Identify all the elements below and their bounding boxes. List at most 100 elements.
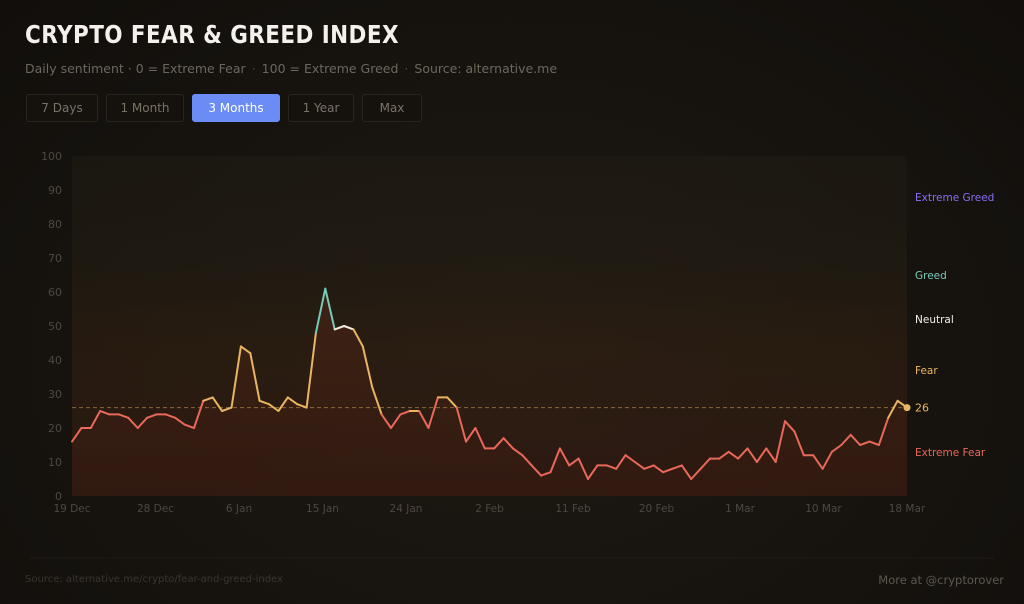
- zone-label: Extreme Fear: [915, 447, 986, 459]
- line-segment: [258, 399, 270, 406]
- tab-3-months[interactable]: 3 Months: [192, 94, 280, 122]
- footer-source[interactable]: Source: alternative.me/crypto/fear-and-g…: [25, 574, 283, 585]
- line-segment: [446, 396, 458, 409]
- line-segment: [662, 467, 674, 474]
- x-tick-label: 20 Feb: [639, 503, 675, 515]
- line-segment: [136, 416, 149, 429]
- series-line: [71, 287, 908, 480]
- line-segment: [249, 352, 261, 402]
- line-segment: [755, 447, 768, 463]
- x-tick-label: 24 Jan: [390, 503, 423, 515]
- tab-1-month[interactable]: 1 Month: [106, 94, 184, 122]
- line-segment: [774, 420, 786, 463]
- zone-label: Extreme Greed: [915, 192, 994, 204]
- x-tick-label: 2 Feb: [475, 503, 504, 515]
- line-segment: [624, 454, 636, 463]
- line-segment: [615, 454, 627, 470]
- line-segment: [390, 413, 402, 429]
- subtitle-separator: ·: [251, 61, 256, 76]
- y-tick-label: 10: [48, 456, 62, 469]
- line-segment: [849, 433, 862, 446]
- line-segment: [549, 447, 561, 474]
- line-segment: [521, 454, 533, 467]
- line-segment: [587, 464, 599, 480]
- line-segment: [699, 457, 711, 470]
- line-segment: [840, 433, 852, 446]
- line-segment: [99, 410, 111, 416]
- zone-label: Fear: [915, 365, 938, 377]
- subtitle: Daily sentiment · 0 = Extreme Fear · 100 =…: [25, 61, 557, 76]
- line-segment: [380, 413, 392, 429]
- line-segment: [793, 430, 805, 457]
- x-tick-label: 28 Dec: [137, 503, 174, 515]
- page-title: CRYPTO FEAR & GREED INDEX: [25, 20, 399, 49]
- x-axis: 19 Dec 28 Dec 6 Jan 15 Jan 24 Jan 2 Feb 11 Feb…: [53, 503, 925, 515]
- line-segment: [474, 427, 486, 450]
- line-segment: [680, 464, 693, 480]
- line-segment: [146, 413, 158, 419]
- x-tick-label: 1 Mar: [725, 503, 756, 515]
- line-segment: [117, 413, 130, 419]
- tab-1-year[interactable]: 1 Year: [288, 94, 354, 122]
- x-tick-label: 18 Mar: [889, 503, 926, 515]
- line-segment: [540, 471, 552, 477]
- line-segment: [765, 447, 777, 463]
- line-segment: [493, 437, 505, 450]
- line-segment: [352, 328, 364, 348]
- line-segment: [211, 396, 224, 412]
- x-tick-label: 15 Jan: [306, 503, 339, 515]
- zone-label: Neutral: [915, 314, 954, 326]
- line-segment: [202, 396, 214, 402]
- line-segment: [314, 287, 327, 334]
- zone-labels: Extreme Greed Greed Neutral Fear Extreme Fea…: [915, 192, 994, 459]
- line-segment: [427, 396, 439, 429]
- current-value-label: 26: [915, 402, 929, 415]
- line-segment: [277, 396, 289, 412]
- line-segment: [530, 464, 543, 477]
- line-segment: [455, 406, 467, 443]
- line-segment: [502, 437, 514, 450]
- line-segment: [305, 331, 317, 409]
- line-segment: [193, 399, 205, 429]
- line-segment: [727, 450, 740, 460]
- line-segment: [859, 440, 871, 446]
- x-tick-label: 11 Feb: [555, 503, 591, 515]
- line-segment: [558, 447, 571, 467]
- tab-max[interactable]: Max: [362, 94, 422, 122]
- y-tick-label: 20: [48, 422, 62, 435]
- line-segment: [221, 406, 233, 412]
- line-segment: [127, 416, 139, 429]
- line-segment: [577, 457, 589, 480]
- x-tick-label: 6 Jan: [226, 503, 252, 515]
- line-segment: [418, 410, 430, 429]
- line-segment: [690, 467, 702, 480]
- footer-credit[interactable]: More at @cryptorover: [878, 573, 1004, 587]
- line-segment: [512, 447, 524, 457]
- line-segment: [333, 325, 346, 331]
- line-segment: [399, 410, 411, 416]
- line-segment: [784, 420, 796, 433]
- line-segment: [605, 464, 618, 470]
- line-segment: [821, 450, 833, 470]
- x-tick-label: 19 Dec: [53, 503, 90, 515]
- line-segment: [324, 287, 336, 331]
- y-tick-label: 60: [48, 286, 62, 299]
- line-segment: [830, 444, 843, 453]
- subtitle-source-text: Source: alternative.me: [414, 61, 558, 76]
- y-tick-label: 90: [48, 184, 62, 197]
- line-segment: [868, 440, 880, 446]
- tab-7-days[interactable]: 7 Days: [26, 94, 98, 122]
- line-segment: [361, 345, 374, 389]
- line-segment: [286, 396, 299, 406]
- subtitle-separator: ·: [404, 61, 409, 76]
- subtitle-scale-text: Daily sentiment · 0 = Extreme Fear: [25, 61, 246, 76]
- x-tick-label: 10 Mar: [805, 503, 842, 515]
- line-segment: [230, 345, 242, 409]
- line-segment: [877, 416, 890, 446]
- line-segment: [164, 413, 177, 419]
- y-tick-label: 100: [41, 150, 62, 163]
- series-area: [72, 288, 907, 496]
- line-segment: [268, 403, 280, 412]
